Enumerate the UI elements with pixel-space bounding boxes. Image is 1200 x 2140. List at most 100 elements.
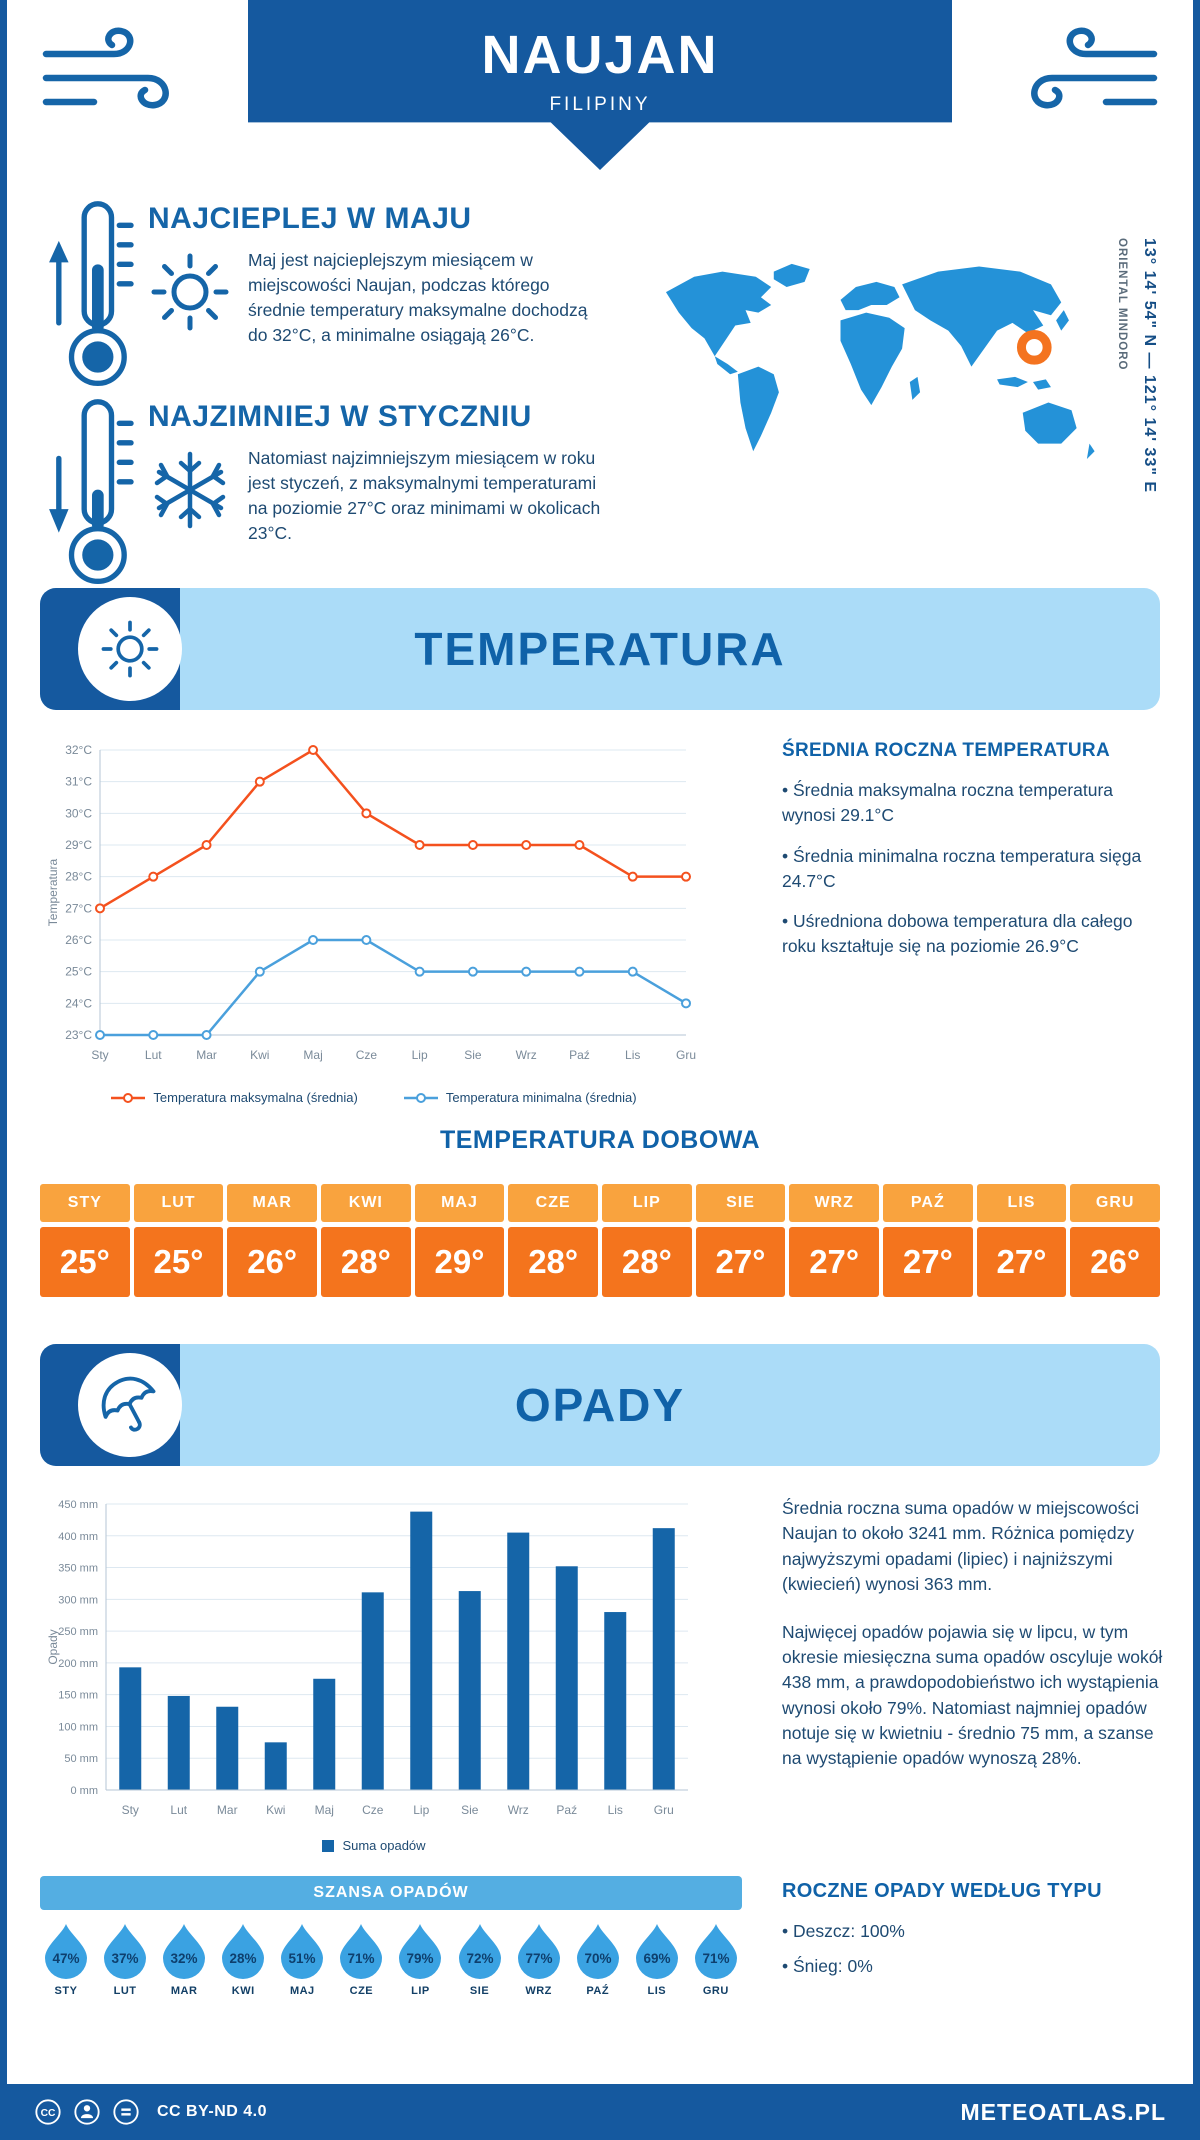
brand-link[interactable]: METEOATLAS.PL	[960, 2098, 1166, 2125]
temperature-chart-legend: Temperatura maksymalna (średnia) Temperat…	[44, 1090, 704, 1105]
thermometer-up-icon	[44, 198, 148, 403]
svg-text:Kwi: Kwi	[250, 1048, 269, 1062]
svg-text:51%: 51%	[289, 1951, 316, 1966]
svg-text:77%: 77%	[525, 1951, 552, 1966]
svg-text:32%: 32%	[171, 1951, 198, 1966]
drop-month-label: PAŹ	[586, 1985, 610, 1997]
table-temp-value: 28°	[601, 1227, 692, 1297]
svg-text:29°C: 29°C	[65, 838, 92, 852]
svg-text:Paź: Paź	[569, 1048, 590, 1062]
sun-icon	[101, 620, 159, 678]
table-month-header: LUT	[133, 1184, 224, 1222]
svg-text:0 mm: 0 mm	[71, 1785, 99, 1797]
map-region-label: ORIENTAL MINDORO	[1116, 238, 1128, 371]
svg-text:71%: 71%	[348, 1951, 375, 1966]
table-temp-value: 27°	[976, 1227, 1067, 1297]
table-month-header: SIE	[695, 1184, 786, 1222]
drop-month-label: MAJ	[289, 1985, 315, 1997]
legend-label: Suma opadów	[342, 1838, 426, 1853]
precipitation-banner-title: OPADY	[514, 1379, 686, 1431]
bullet-item: Deszcz: 100%	[782, 1919, 1164, 1944]
svg-text:Gru: Gru	[676, 1048, 696, 1062]
svg-text:69%: 69%	[643, 1951, 670, 1966]
precipitation-type-bullets: Deszcz: 100% Śnieg: 0%	[782, 1919, 1164, 1979]
temperature-summary-bullets: Średnia maksymalna roczna temperatura wy…	[782, 778, 1164, 959]
table-month-row: STY LUT MAR KWI MAJ CZE LIP SIE WRZ PAŹ LIS GRU	[40, 1184, 1160, 1222]
svg-text:50 mm: 50 mm	[64, 1753, 98, 1765]
table-temp-value: 27°	[789, 1227, 879, 1297]
svg-text:CC: CC	[41, 2108, 56, 2119]
location-marker	[1016, 329, 1052, 365]
svg-text:100 mm: 100 mm	[58, 1721, 98, 1733]
svg-text:Mar: Mar	[196, 1048, 217, 1062]
license-group[interactable]: CC CC BY-ND 4.0	[34, 2098, 267, 2126]
raindrop-icon: 71%	[340, 1924, 383, 1979]
bullet-item: Średnia maksymalna roczna temperatura wy…	[782, 778, 1164, 828]
world-map	[665, 263, 1095, 459]
header-banner: NAUJAN FILIPINY	[248, 0, 952, 170]
warmest-month-body: Maj jest najcieplejszym miesiącem w miej…	[248, 250, 588, 345]
drop-month-label: WRZ	[525, 1985, 552, 1997]
page-title: NAUJAN	[481, 25, 719, 85]
raindrop-icon: 37%	[104, 1924, 147, 1979]
raindrop-icon: 32%	[163, 1924, 206, 1979]
right-border	[1193, 0, 1200, 2140]
svg-text:Lut: Lut	[145, 1048, 162, 1062]
coldest-month-section: NAJZIMNIEJ W STYCZNIU Natomiast najzimni…	[44, 396, 654, 601]
drop-month-label: GRU	[702, 1985, 729, 1997]
left-border	[0, 0, 7, 2140]
drop-month-label: LIS	[647, 1985, 667, 1997]
svg-text:Temperatura: Temperatura	[46, 858, 60, 926]
table-month-header: KWI	[320, 1184, 411, 1222]
svg-text:Lis: Lis	[625, 1048, 640, 1062]
svg-text:Wrz: Wrz	[508, 1803, 529, 1817]
table-month-header: WRZ	[789, 1184, 879, 1222]
precipitation-section-banner: OPADY	[40, 1344, 1160, 1466]
table-temp-value: 29°	[414, 1227, 505, 1297]
drop-month-label: KWI	[231, 1985, 255, 1997]
table-month-header: LIS	[976, 1184, 1067, 1222]
temperature-banner-title: TEMPERATURA	[414, 623, 786, 675]
table-month-header: GRU	[1070, 1184, 1160, 1222]
snowflake-icon	[154, 451, 226, 529]
svg-text:300 mm: 300 mm	[58, 1594, 98, 1606]
svg-text:72%: 72%	[466, 1951, 493, 1966]
cc-nd-icon	[113, 2099, 139, 2125]
sun-icon	[151, 253, 229, 331]
table-temp-value: 28°	[320, 1227, 411, 1297]
cc-icon: CC	[35, 2099, 61, 2125]
table-temp-value: 28°	[508, 1227, 598, 1297]
svg-text:250 mm: 250 mm	[58, 1626, 98, 1638]
thermometer-down-icon	[44, 396, 148, 601]
table-temp-value: 27°	[695, 1227, 786, 1297]
bullet-item: Uśredniona dobowa temperatura dla całego…	[782, 909, 1164, 959]
svg-text:31°C: 31°C	[65, 775, 92, 789]
svg-text:200 mm: 200 mm	[58, 1658, 98, 1670]
drop-month-label: SIE	[469, 1985, 490, 1997]
precipitation-description: Średnia roczna suma opadów w miejscowośc…	[782, 1496, 1164, 1794]
svg-text:37%: 37%	[112, 1951, 139, 1966]
svg-text:Mar: Mar	[217, 1803, 238, 1817]
svg-text:Maj: Maj	[315, 1803, 334, 1817]
drop-month-label: LUT	[113, 1985, 137, 1997]
precip-chance-drop: 71% GRU	[690, 1922, 742, 1997]
precip-chance-drop: 51% MAJ	[276, 1922, 328, 1997]
svg-text:71%: 71%	[702, 1951, 729, 1966]
precip-chance-drop: 47% STY	[40, 1922, 92, 1997]
precipitation-paragraph: Średnia roczna suma opadów w miejscowośc…	[782, 1498, 1139, 1595]
sun-badge	[78, 597, 182, 701]
drop-month-label: CZE	[349, 1985, 374, 1997]
svg-text:30°C: 30°C	[65, 806, 92, 820]
raindrop-icon: 28%	[222, 1924, 265, 1979]
temperature-summary: ŚREDNIA ROCZNA TEMPERATURA Średnia maksy…	[782, 740, 1164, 975]
bullet-item: Śnieg: 0%	[782, 1954, 1164, 1979]
raindrop-icon: 71%	[694, 1924, 737, 1979]
precip-chance-drop: 71% CZE	[335, 1922, 387, 1997]
table-month-header: MAR	[227, 1184, 317, 1222]
raindrop-icon: 77%	[517, 1924, 560, 1979]
svg-text:Sty: Sty	[91, 1048, 108, 1062]
coldest-month-body: Natomiast najzimniejszym miesiącem w rok…	[248, 448, 601, 543]
svg-text:25°C: 25°C	[65, 965, 92, 979]
precip-chance-drop: 77% WRZ	[513, 1922, 565, 1997]
svg-text:Lip: Lip	[413, 1803, 429, 1817]
